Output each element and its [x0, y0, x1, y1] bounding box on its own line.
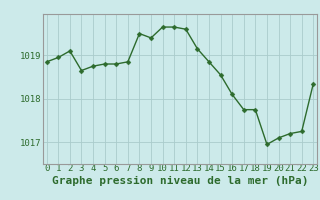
X-axis label: Graphe pression niveau de la mer (hPa): Graphe pression niveau de la mer (hPa) — [52, 176, 308, 186]
